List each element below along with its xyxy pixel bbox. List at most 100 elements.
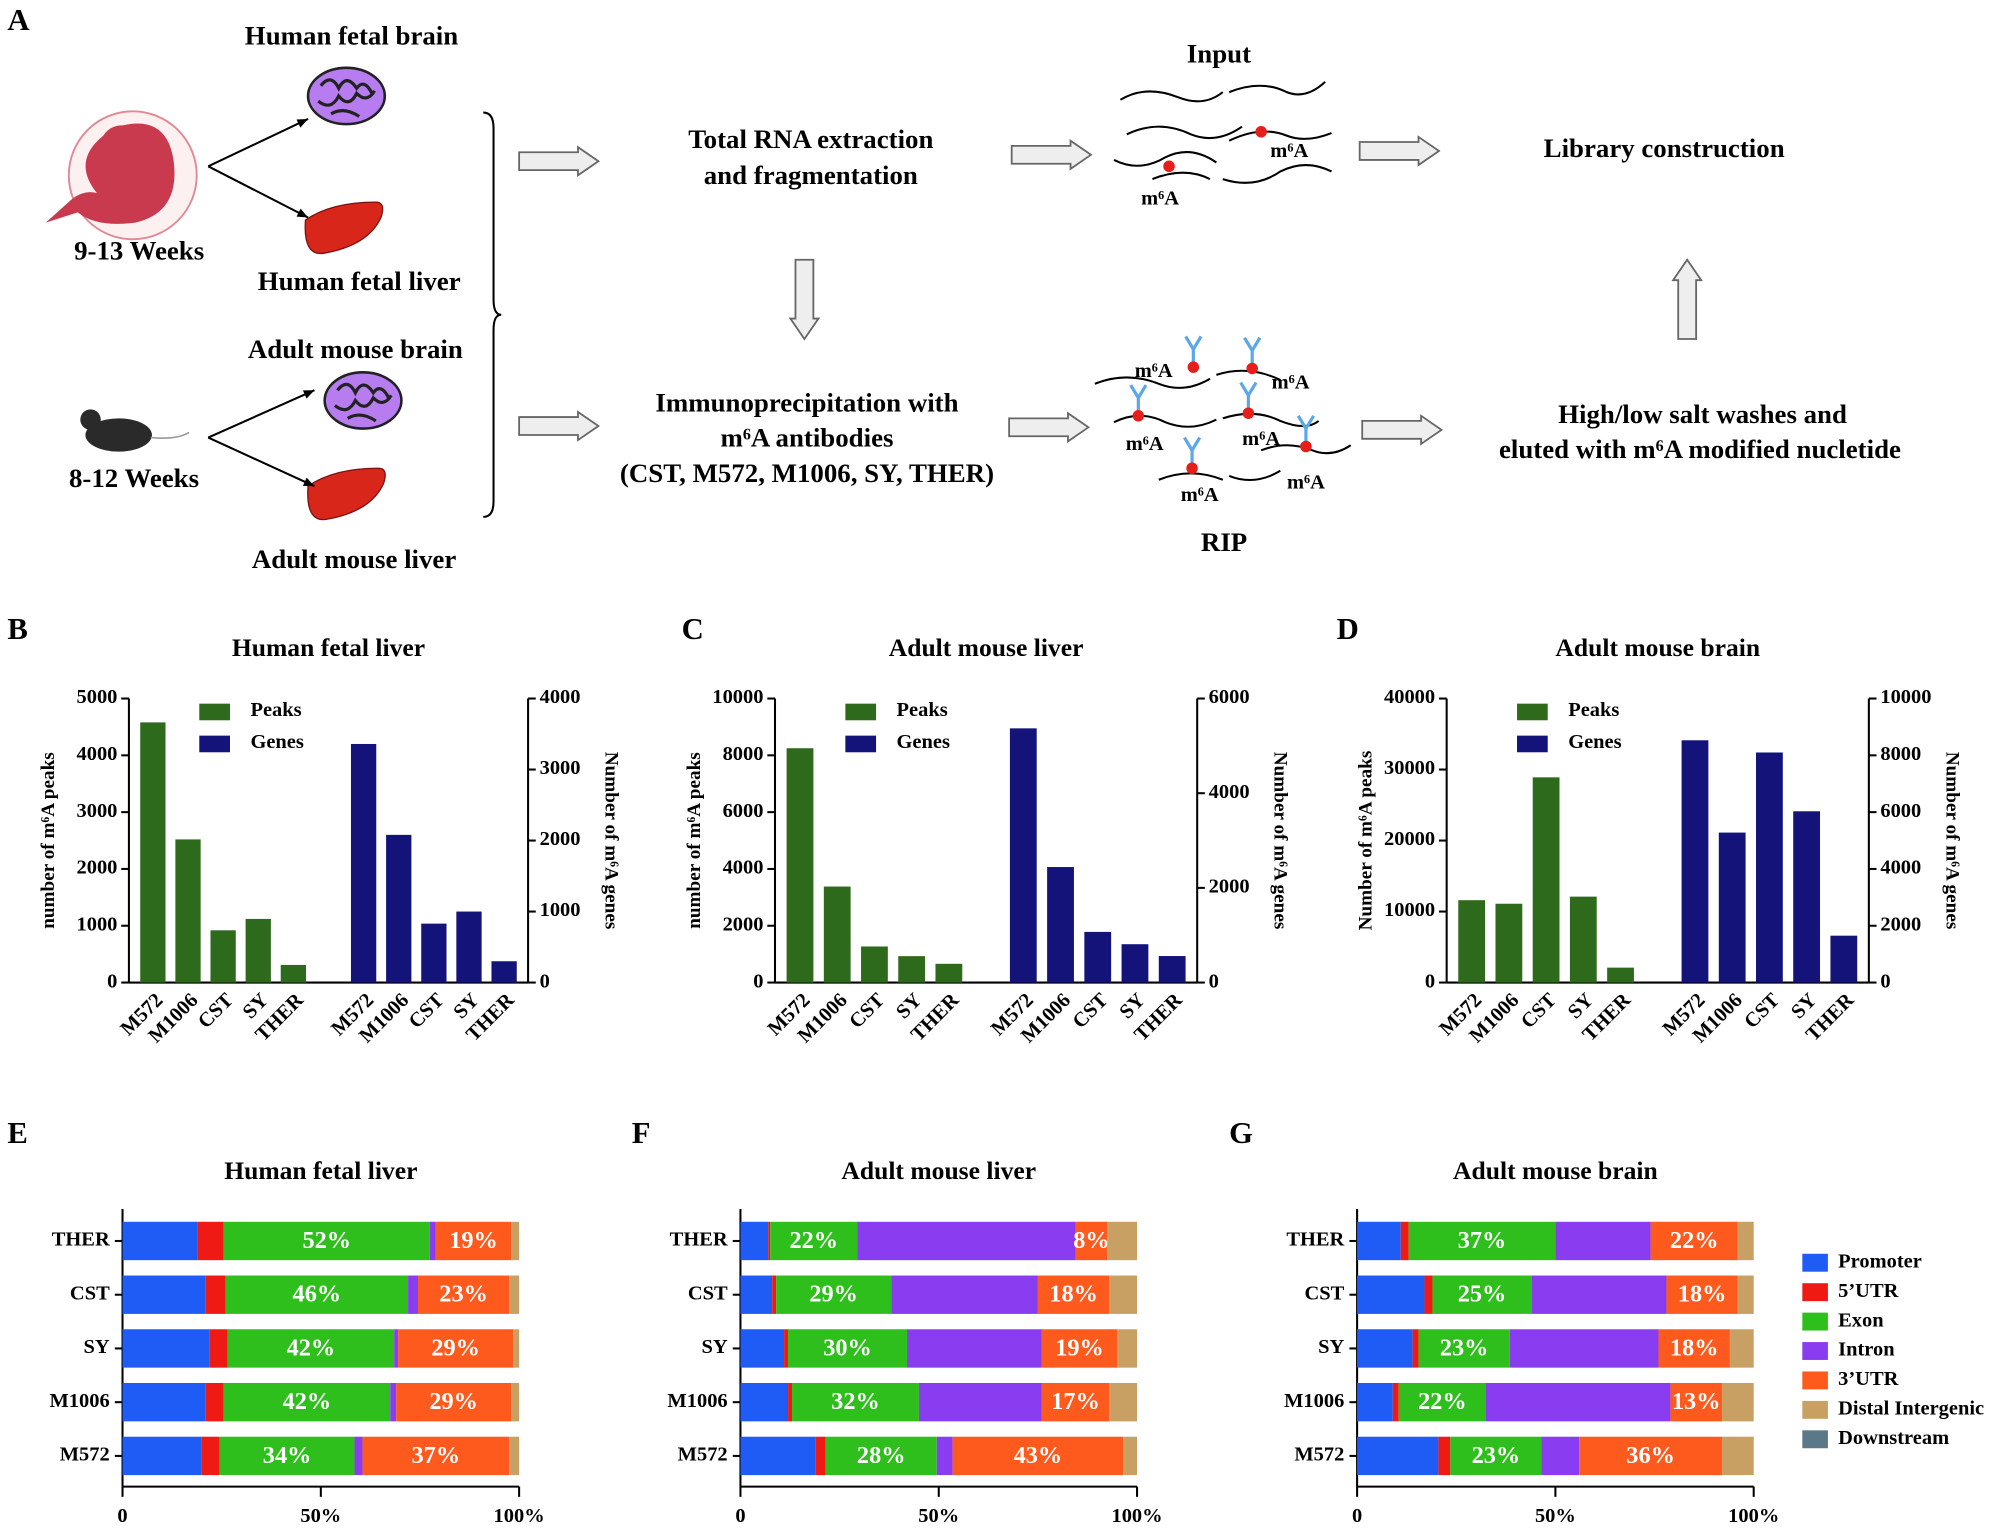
y-tick-label: 10000 — [712, 686, 763, 708]
x-tick-label: CST — [1517, 989, 1561, 1033]
y-tick-label: 1000 — [76, 913, 117, 935]
y2-tick-label: 0 — [1209, 970, 1219, 992]
bar-segment — [429, 1221, 436, 1261]
x-tick-label: 50% — [1535, 1505, 1576, 1525]
bar-segment — [122, 1436, 202, 1476]
value-label: 29% — [429, 1388, 478, 1415]
text: High/low salt washes and — [1558, 399, 1847, 429]
y2-tick-label: 1000 — [540, 899, 581, 921]
bar-segment — [1109, 1275, 1138, 1314]
legend-label: Intron — [1838, 1339, 1895, 1361]
legend-label: Downstream — [1838, 1427, 1949, 1449]
process-arrow — [1671, 258, 1703, 340]
y2-tick-label: 2000 — [540, 828, 581, 850]
bar-segment — [1075, 1221, 1108, 1261]
bar — [1047, 867, 1074, 983]
legend-swatch — [199, 735, 230, 753]
bar-segment — [740, 1382, 789, 1422]
y-axis-label: number of m⁶A peaks — [38, 752, 59, 929]
bar-segment — [768, 1221, 771, 1261]
value-label: 18% — [1678, 1281, 1727, 1308]
rna-strand — [1119, 90, 1224, 103]
y-tick-label: 3000 — [76, 800, 117, 822]
y-tick-label: 0 — [1425, 970, 1435, 992]
legend-label: Genes — [1568, 731, 1621, 753]
bar-segment — [1041, 1329, 1118, 1368]
y2-tick-label: 3000 — [540, 757, 581, 779]
process-arrow — [1010, 139, 1093, 171]
y-tick-label: 0 — [107, 970, 117, 992]
bar-segment — [1438, 1436, 1451, 1476]
m6a-site — [1255, 126, 1267, 138]
bar-segment — [1531, 1275, 1667, 1314]
value-label: 19% — [449, 1227, 498, 1254]
rna-strand — [1113, 151, 1217, 167]
rna-strand — [1152, 171, 1211, 181]
process-arrow — [1008, 411, 1091, 444]
y-tick-label: 10000 — [1384, 899, 1435, 921]
y-tick-label: M572 — [60, 1444, 110, 1466]
bar — [823, 886, 851, 983]
y-tick-label: 40000 — [1384, 686, 1435, 708]
y2-axis-label: Number of m⁶A genes — [601, 752, 622, 930]
x-tick-label: CST — [845, 989, 889, 1033]
rna-strand — [1222, 412, 1320, 428]
bar-segment — [936, 1436, 953, 1476]
bar-segment — [1737, 1221, 1754, 1261]
x-tick-label: 0 — [117, 1505, 127, 1525]
y2-axis-label: Number of m⁶A genes — [1270, 752, 1291, 930]
bar-segment — [354, 1436, 363, 1476]
value-label: 17% — [1051, 1388, 1100, 1415]
bar-segment — [1357, 1221, 1401, 1261]
legend-swatch — [845, 735, 877, 753]
bar-segment — [1357, 1382, 1393, 1422]
y-tick-label: M572 — [1294, 1444, 1344, 1466]
liver-icon — [304, 201, 384, 254]
x-tick-label: 100% — [494, 1505, 545, 1525]
bar-segment — [223, 1221, 430, 1261]
arrow-line — [207, 165, 309, 219]
y-tick-label: 0 — [753, 970, 763, 992]
bar — [898, 956, 926, 983]
arrow-head — [296, 208, 309, 218]
y-tick-label: SY — [1318, 1336, 1344, 1358]
value-label: 22% — [1418, 1388, 1467, 1415]
bar-segment — [857, 1221, 1076, 1261]
y2-tick-label: 8000 — [1880, 743, 1921, 765]
x-tick-label: 50% — [300, 1505, 341, 1525]
value-label: 28% — [857, 1442, 906, 1469]
bar — [786, 748, 814, 983]
bar-segment — [417, 1275, 510, 1314]
panel-a: A 9-13 Weeks Human fetal brain Human fet… — [7, 3, 1901, 574]
y-tick-label: 20000 — [1384, 828, 1435, 850]
y-tick-label: 30000 — [1384, 757, 1435, 779]
bar-segment — [362, 1436, 510, 1476]
m6a-site — [1186, 462, 1198, 475]
value-label: 29% — [431, 1334, 480, 1361]
bar-segment — [1666, 1275, 1738, 1314]
y2-tick-label: 0 — [540, 970, 550, 992]
bar — [140, 722, 166, 983]
text: Total RNA extraction — [688, 124, 933, 154]
bar — [1569, 896, 1597, 983]
chart-title: Human fetal liver — [232, 633, 425, 662]
value-label: 46% — [293, 1281, 342, 1308]
legend-label: 5’UTR — [1838, 1280, 1898, 1302]
bar — [1458, 900, 1486, 983]
bar-segment — [513, 1329, 520, 1368]
bar-segment — [740, 1221, 769, 1261]
y-tick-label: M1006 — [50, 1390, 110, 1412]
text: Library construction — [1544, 133, 1785, 163]
value-label: 36% — [1626, 1442, 1675, 1469]
y-tick-label: SY — [84, 1336, 110, 1358]
bar — [456, 911, 482, 983]
y-tick-label: CST — [70, 1282, 110, 1304]
legend-swatch — [1802, 1400, 1828, 1419]
bar-segment — [1392, 1382, 1399, 1422]
process-arrow — [1358, 135, 1441, 167]
bar-segment — [1357, 1329, 1413, 1368]
panel-label: G — [1229, 1116, 1253, 1150]
y-tick-label: THER — [52, 1229, 110, 1251]
bar-segment — [1541, 1436, 1580, 1476]
